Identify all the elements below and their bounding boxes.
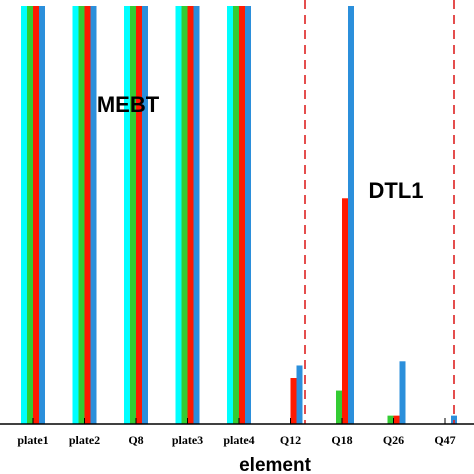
x-tick-label-plate2: plate2	[69, 433, 100, 447]
bar-plate2-series-2	[78, 6, 85, 424]
x-axis-title: element	[239, 455, 311, 474]
bar-plate3-series-4	[193, 6, 200, 424]
bar-plate3-series-2	[181, 6, 188, 424]
bar-plate3-series-3	[187, 6, 194, 424]
region-boundaries	[304, 0, 455, 424]
bar-q8-series-2	[130, 6, 136, 424]
x-ticks	[0, 418, 446, 425]
bar-plate4-series-2	[233, 6, 239, 424]
x-tick-label-plate1: plate1	[17, 433, 48, 447]
bar-q47-series-4	[451, 415, 457, 424]
bar-q18-series-2	[336, 390, 342, 424]
bar-q12-series-4	[296, 365, 303, 424]
bar-q26-series-4	[399, 361, 406, 424]
bar-plate1-series-1	[21, 6, 27, 424]
x-tick-label-plate3: plate3	[172, 433, 203, 447]
x-tick-label-q47: Q47	[434, 433, 455, 447]
bars-group	[21, 6, 457, 424]
bar-plate2-series-1	[72, 6, 79, 424]
bar-q18-series-4	[348, 6, 354, 424]
region-label-mebt: MEBT	[97, 92, 160, 117]
bar-plate3-series-1	[175, 6, 182, 424]
bar-q26-series-3	[393, 415, 400, 424]
bar-plate2-series-4	[90, 6, 97, 424]
x-tick-label-q26: Q26	[383, 433, 404, 447]
x-tick-label-q8: Q8	[128, 433, 143, 447]
region-label-dtl1: DTL1	[369, 178, 424, 203]
bar-q8-series-3	[136, 6, 142, 424]
x-tick-labels: plate1 plate2 Q8 plate3 plate4 Q12 Q18 Q26 Q47	[17, 433, 455, 447]
bar-plate4-series-3	[239, 6, 245, 424]
x-tick-label-q12: Q12	[280, 433, 301, 447]
bar-q26-series-2	[387, 415, 394, 424]
bar-q12-series-3	[290, 378, 297, 424]
x-tick-label-q18: Q18	[331, 433, 352, 447]
bar-plate4-series-1	[227, 6, 233, 424]
x-tick-label-plate4: plate4	[223, 433, 254, 447]
bar-plate1-series-3	[33, 6, 39, 424]
bar-plate2-series-3	[84, 6, 91, 424]
bar-q8-series-1	[124, 6, 130, 424]
bar-q18-series-3	[342, 198, 348, 424]
bar-plate1-series-2	[27, 6, 33, 424]
bar-q8-series-4	[142, 6, 148, 424]
bar-plate4-series-4	[245, 6, 251, 424]
bar-plate1-series-4	[39, 6, 45, 424]
